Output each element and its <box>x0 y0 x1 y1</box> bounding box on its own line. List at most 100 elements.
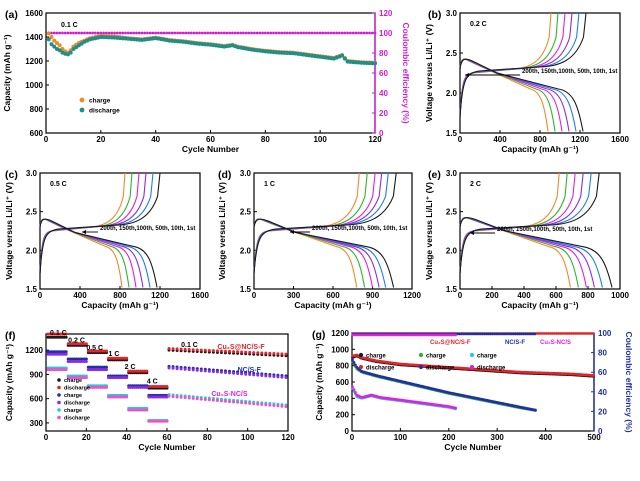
panel-e: 0 200 400 600 800 1000 1.5 2.0 2.5 3.0 Capacity (m… <box>424 169 629 310</box>
discharge-point <box>284 405 288 409</box>
ce-point <box>118 31 122 35</box>
ce-point <box>357 31 360 35</box>
legend-label: charge <box>89 98 111 105</box>
ce-point <box>396 333 399 337</box>
rate-label: 0.1 C <box>50 330 67 337</box>
y-tick-label: 3.0 <box>446 9 458 18</box>
rate-label: 0.1 C <box>181 342 198 349</box>
y2-tick-label: 20 <box>598 407 607 416</box>
ce-point <box>225 31 229 35</box>
x-tick-label: 300 <box>491 433 505 442</box>
ce-point <box>316 31 319 35</box>
discharge-point <box>68 50 73 55</box>
y2-tick-label: 80 <box>598 349 607 358</box>
ce-point <box>547 332 550 335</box>
ce-point <box>498 332 502 336</box>
ce-point <box>354 31 358 35</box>
discharge-point <box>175 395 179 399</box>
discharge-point <box>105 368 108 372</box>
ce-point <box>574 332 577 335</box>
discharge-point <box>203 348 207 352</box>
ce-point <box>421 333 424 337</box>
ce-point <box>198 31 201 35</box>
ce-point <box>252 31 256 35</box>
discharge-point <box>64 332 68 336</box>
ce-point <box>376 333 380 337</box>
discharge-point <box>280 352 284 356</box>
x-tick-label: 1000 <box>611 291 629 300</box>
ce-point <box>417 333 421 337</box>
legend-marker <box>57 408 61 412</box>
ce-point <box>434 333 438 337</box>
discharge-point <box>351 385 354 389</box>
ce-point <box>518 332 521 336</box>
x-tick-label: 0 <box>44 433 49 442</box>
y-tick-label: 1.5 <box>240 285 252 294</box>
ce-point <box>368 31 371 35</box>
ce-point <box>313 31 317 35</box>
ce-point <box>448 333 452 337</box>
ce-point <box>452 333 455 337</box>
y-axis-title: Capacity (mAh g⁻¹) <box>2 34 12 111</box>
discharge-point <box>248 373 252 377</box>
y2-tick-label: 100 <box>598 329 612 338</box>
discharge-point <box>256 351 260 355</box>
ce-point <box>369 333 372 337</box>
discharge-point <box>353 390 357 394</box>
x-tick-label: 100 <box>313 135 327 144</box>
ce-point <box>388 333 392 337</box>
cycle-order-label: 200th, 150th,100th, 50th, 10th, 1st <box>312 226 407 232</box>
discharge-point <box>215 349 219 353</box>
ce-point <box>576 332 579 335</box>
x-tick-label: 0 <box>252 291 257 300</box>
x-tick-label: 100 <box>394 433 408 442</box>
discharge-point <box>219 370 223 374</box>
ce-point <box>318 31 322 35</box>
ce-point <box>277 31 281 35</box>
discharge-point <box>228 371 232 375</box>
panel-label: (b) <box>428 9 441 21</box>
x-tick-label: 1200 <box>571 135 589 144</box>
ce-point <box>162 31 166 35</box>
ce-point <box>394 333 397 337</box>
discharge-point <box>280 404 284 408</box>
ce-point <box>543 332 546 335</box>
ce-point <box>302 31 306 35</box>
y-tick-label: 1200 <box>25 57 43 66</box>
ce-point <box>288 31 292 35</box>
discharge-point <box>351 358 354 362</box>
ce-point <box>582 332 585 335</box>
discharge-point <box>64 368 68 372</box>
ce-point <box>189 31 193 35</box>
y-tick-label: 2.5 <box>240 208 252 217</box>
ce-point <box>307 31 311 35</box>
ce-point <box>357 333 361 337</box>
y-tick-label: 1200 <box>25 346 43 355</box>
discharge-point <box>211 370 215 374</box>
legend-marker <box>57 378 61 382</box>
y-tick-label: 2.0 <box>446 89 458 98</box>
ce-point <box>124 31 127 35</box>
ce-point <box>551 332 554 335</box>
ce-point <box>263 31 267 35</box>
ce-point <box>431 333 434 337</box>
ce-point <box>77 31 81 35</box>
ce-point <box>465 332 469 336</box>
y2-axis-title: Coulombic efficiency (%) <box>624 331 634 432</box>
discharge-point <box>264 374 268 378</box>
discharge-point <box>240 372 244 376</box>
discharge-point <box>84 376 88 380</box>
discharge-point <box>84 342 88 346</box>
rate-label: 4 C <box>147 378 158 385</box>
ce-point <box>321 31 325 35</box>
ce-point <box>99 31 103 35</box>
ce-point <box>365 333 368 337</box>
y2-tick-label: 100 <box>379 29 393 38</box>
ce-point <box>444 333 448 337</box>
x-tick-label: 0 <box>44 135 49 144</box>
ce-point <box>247 31 251 35</box>
discharge-point <box>211 349 215 353</box>
discharge-point <box>284 375 288 379</box>
ce-point <box>529 332 533 336</box>
